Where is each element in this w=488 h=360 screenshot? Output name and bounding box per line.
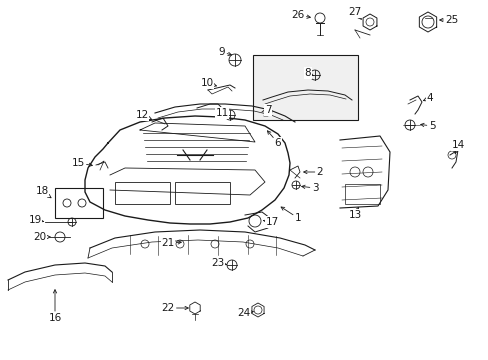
Text: 21: 21 xyxy=(161,238,181,248)
Text: 11: 11 xyxy=(215,108,228,118)
Text: 19: 19 xyxy=(28,215,43,225)
Text: 1: 1 xyxy=(281,207,301,223)
Text: 7: 7 xyxy=(264,105,271,115)
Text: 27: 27 xyxy=(347,7,361,19)
Text: 10: 10 xyxy=(200,78,216,88)
Text: 5: 5 xyxy=(420,121,434,131)
Text: 4: 4 xyxy=(423,93,432,103)
Text: 3: 3 xyxy=(301,183,318,193)
Text: 6: 6 xyxy=(267,131,281,148)
Text: 13: 13 xyxy=(347,207,361,220)
Bar xyxy=(252,55,357,120)
Text: 24: 24 xyxy=(237,308,253,318)
Text: 12: 12 xyxy=(135,110,151,120)
Text: 8: 8 xyxy=(304,68,313,78)
Text: 25: 25 xyxy=(439,15,458,25)
Text: 16: 16 xyxy=(48,290,61,323)
Text: 15: 15 xyxy=(71,158,92,168)
Text: 23: 23 xyxy=(211,258,226,268)
Text: 9: 9 xyxy=(218,47,231,57)
Bar xyxy=(175,182,229,204)
Bar xyxy=(345,184,379,204)
Text: 26: 26 xyxy=(291,10,310,20)
Bar xyxy=(115,182,170,204)
Text: 18: 18 xyxy=(35,186,51,198)
Text: 2: 2 xyxy=(303,167,323,177)
Text: 20: 20 xyxy=(33,232,50,242)
Bar xyxy=(55,188,103,218)
Text: 22: 22 xyxy=(161,303,188,313)
Text: 17: 17 xyxy=(263,217,278,227)
Text: 14: 14 xyxy=(450,140,464,153)
